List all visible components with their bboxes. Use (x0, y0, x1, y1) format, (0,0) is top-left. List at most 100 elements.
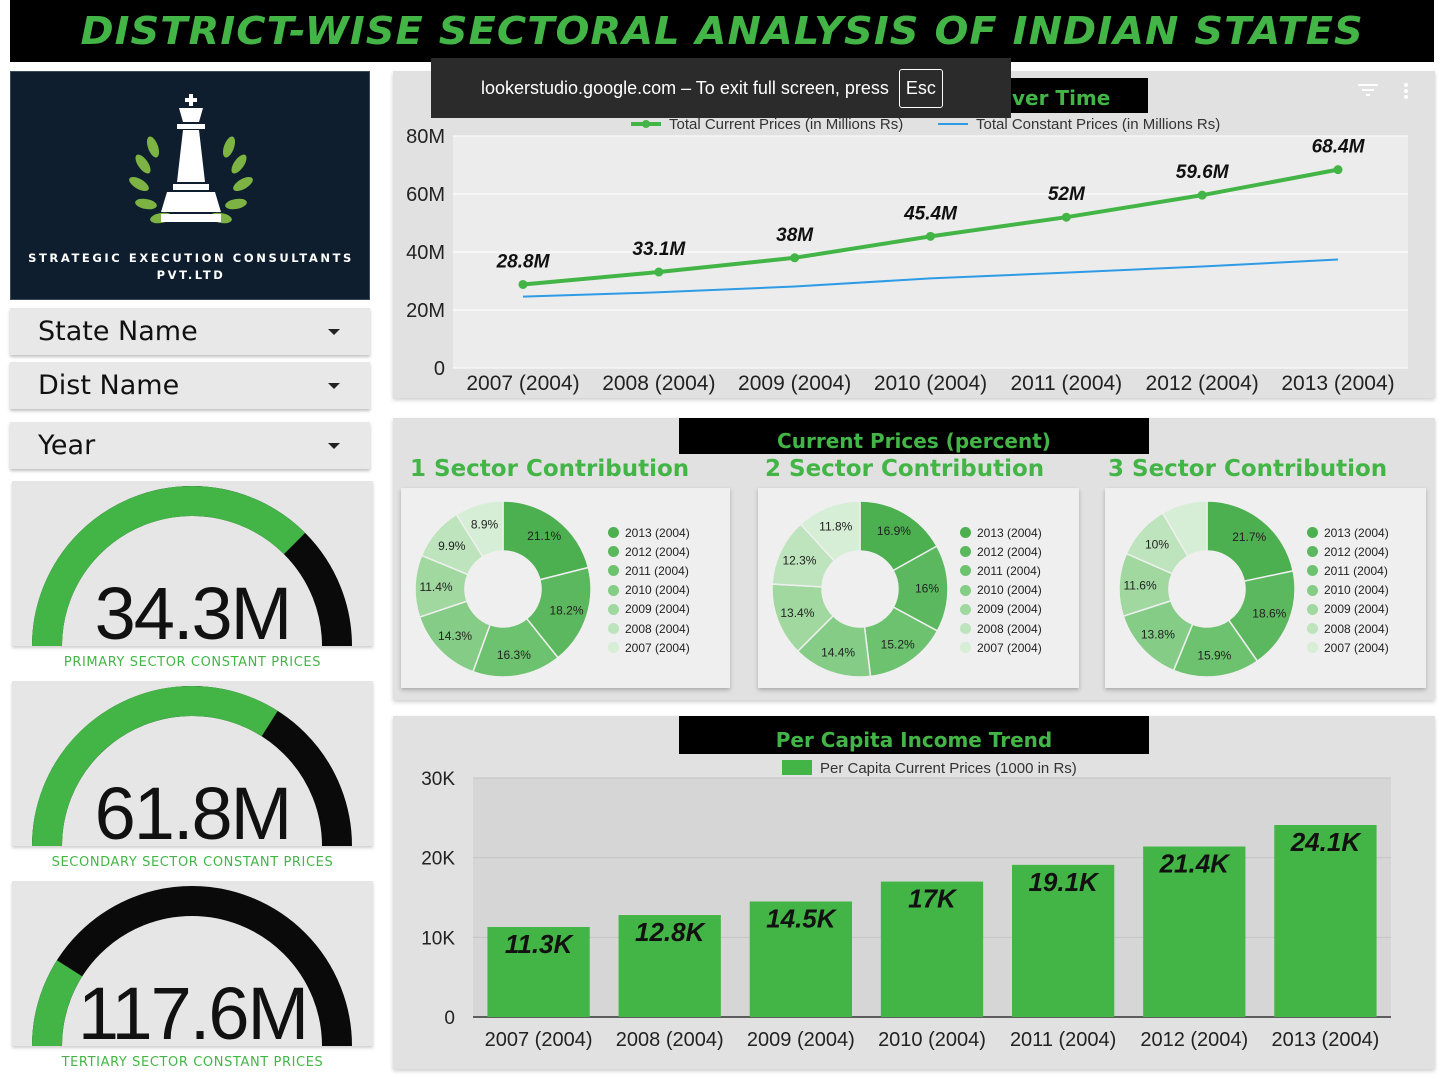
legend-label: 2012 (2004) (977, 544, 1042, 559)
esc-key-hint: Esc (898, 68, 943, 108)
gauge-value: 117.6M (77, 972, 309, 1055)
pie-legend-item: 2012 (2004) (960, 542, 1042, 561)
legend-label: 2009 (2004) (1324, 602, 1389, 617)
pie-legend-item: 2011 (2004) (1307, 561, 1389, 580)
y-tick-label: 40M (406, 242, 445, 264)
gauge-arc (32, 886, 352, 1046)
bar (618, 915, 721, 1017)
legend-swatch (1307, 546, 1318, 558)
pie-legend-item: 2009 (2004) (608, 600, 690, 619)
legend-swatch (1307, 642, 1318, 654)
pie-slice-label: 16.9% (877, 524, 911, 538)
legend-swatch (1307, 623, 1318, 635)
pie-slice-label: 10% (1145, 537, 1169, 551)
legend-label: 2013 (2004) (625, 525, 690, 540)
filter-icon[interactable] (1356, 80, 1380, 100)
legend-swatch (960, 527, 971, 539)
data-point-current (790, 253, 800, 263)
bar-value-label: 12.8K (635, 917, 707, 947)
year-dropdown-label: Year (38, 430, 96, 461)
pie-chart-sector-1: 21.1% 18.2% 16.3% 14.3% 11.4% 9.9% 8.9% (414, 500, 592, 678)
gauge-fill (32, 686, 278, 846)
legend-label: 2008 (2004) (625, 621, 690, 636)
gauge-arc (32, 686, 352, 846)
legend-marker-current (642, 120, 650, 128)
x-tick-label: 2012 (2004) (1146, 372, 1259, 395)
year-dropdown[interactable]: Year (10, 422, 370, 469)
bar (880, 881, 984, 1017)
y-tick-label: 80M (406, 126, 445, 148)
pie-slice-label: 12.3% (782, 553, 816, 567)
line-chart-title: ver Time (1000, 78, 1148, 113)
title-bar: DISTRICT-WISE SECTORAL ANALYSIS OF INDIA… (10, 0, 1434, 62)
y-tick-label: 60M (406, 184, 445, 206)
legend-swatch (608, 642, 619, 654)
pie-chart-sector-3: 21.7% 18.6% 15.9% 13.8% 11.6% 10% (1118, 500, 1296, 678)
line-legend: Total Current Prices (in Millions Rs) Tot… (631, 116, 1220, 133)
legend-swatch (1307, 565, 1318, 577)
pie-slice (1227, 569, 1296, 663)
primary-sector-gauge: 34.3M (12, 481, 373, 655)
legend-label: 2011 (2004) (625, 563, 689, 578)
total-prices-line-chart: 0 20M 40M 60M 80M 2007 (2004) 2008 (2004) 2009 … (406, 116, 1408, 395)
state-name-dropdown[interactable]: State Name (10, 308, 370, 355)
company-name-line2: PVT.LTD (156, 268, 226, 282)
bar-value-label: 21.4K (1159, 849, 1232, 879)
gauge-arc (32, 486, 352, 646)
data-label-current: 52M (1048, 184, 1086, 205)
pie-legend-sector-3: 2013 (2004) 2012 (2004) 2011 (2004) 2010 (2… (1307, 523, 1389, 657)
y-tick-label: 30K (421, 769, 455, 790)
bar-value-label: 11.3K (505, 929, 575, 959)
more-vert-icon[interactable] (1398, 80, 1414, 102)
legend-label: 2007 (2004) (625, 640, 690, 655)
pie-legend-item: 2013 (2004) (1307, 523, 1389, 542)
legend-swatch (960, 623, 971, 635)
pie-slice (799, 500, 861, 563)
gauge-value: 34.3M (94, 572, 293, 655)
bar-value-label: 14.5K (766, 903, 838, 933)
pie-slice-label: 9.9% (438, 539, 466, 553)
legend-label: 2010 (2004) (1324, 583, 1389, 598)
pie-legend-item: 2009 (2004) (960, 600, 1042, 619)
legend-label: 2010 (2004) (977, 583, 1042, 598)
pie-panel-banner: Current Prices (percent) (679, 418, 1149, 454)
bar (487, 926, 590, 1017)
data-point-current (1061, 212, 1071, 222)
pie-legend-item: 2008 (2004) (1307, 619, 1389, 638)
company-name: STRATEGIC EXECUTION CONSULTANTS PVT.LTD (11, 250, 371, 284)
fullscreen-notice-text: lookerstudio.google.com – To exit full s… (481, 77, 889, 98)
data-point-current (1197, 190, 1207, 200)
x-tick-label: 2013 (2004) (1281, 372, 1394, 395)
pie-slice-label: 16% (915, 582, 939, 596)
legend-swatch (960, 546, 971, 558)
legend-label: 2008 (2004) (1324, 621, 1389, 636)
dist-name-dropdown[interactable]: Dist Name (10, 362, 370, 409)
data-label-current: 28.8M (496, 251, 551, 272)
x-tick-label: 2008 (2004) (602, 372, 715, 395)
state-name-dropdown-label: State Name (38, 316, 198, 347)
pie-slice-label: 13.8% (1141, 628, 1175, 642)
legend-label: 2011 (2004) (977, 563, 1041, 578)
pie-slice-label: 11.8% (819, 520, 852, 534)
data-point-current (926, 231, 935, 241)
pie-card-sector-3: 21.7% 18.6% 15.9% 13.8% 11.6% 10% 2013 (2004)… (1105, 488, 1426, 688)
chess-king-laurel-icon (129, 94, 253, 224)
x-tick-label: 2008 (2004) (616, 1029, 724, 1051)
pie-slice-label: 21.1% (527, 529, 561, 543)
pie-legend-item: 2010 (2004) (1307, 581, 1389, 600)
pie-legend-item: 2011 (2004) (608, 561, 690, 580)
gauge-label: SECONDARY SECTOR CONSTANT PRICES (51, 855, 334, 870)
series-line-constant (522, 258, 1339, 298)
secondary-sector-gauge: 61.8M (12, 681, 373, 855)
bar-panel-banner: Per Capita Income Trend (679, 716, 1149, 754)
tertiary-sector-gauge: 117.6M (12, 881, 373, 1055)
bar (1011, 864, 1115, 1017)
dist-name-dropdown-label: Dist Name (38, 370, 180, 401)
legend-label: 2013 (2004) (1324, 525, 1389, 540)
pie-legend-item: 2008 (2004) (960, 619, 1042, 638)
y-tick-label: 10K (421, 928, 455, 949)
pie-slice-label: 16.3% (497, 648, 531, 662)
legend-swatch (608, 603, 619, 615)
legend-swatch (960, 584, 971, 596)
pie-slice-label: 8.9% (471, 518, 499, 532)
